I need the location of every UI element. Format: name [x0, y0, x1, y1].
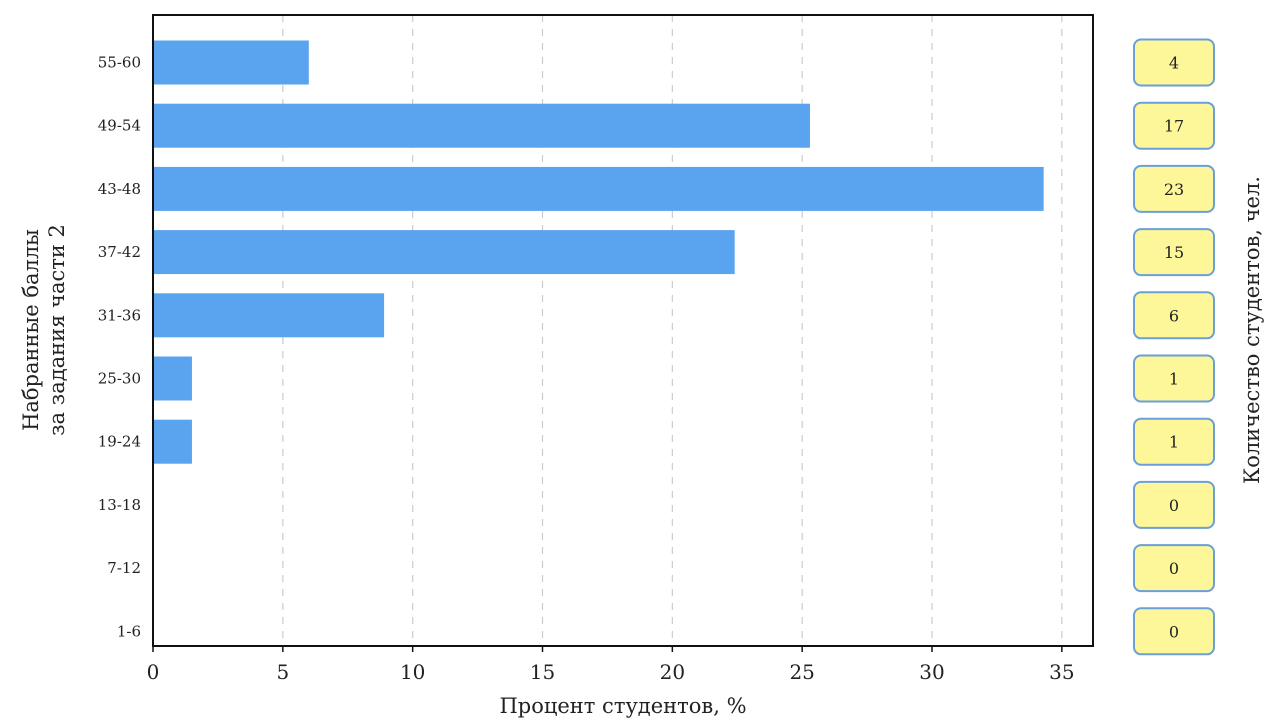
y-tick-label: 7-12	[107, 559, 141, 577]
y-tick-label: 13-18	[98, 496, 141, 514]
count-label: 17	[1164, 117, 1184, 136]
bar	[154, 230, 735, 275]
count-box	[1133, 480, 1215, 529]
x-tick-label: 15	[530, 660, 555, 684]
count-box	[1133, 417, 1215, 466]
y-tick-label: 31-36	[98, 306, 141, 324]
count-label: 6	[1169, 306, 1179, 325]
count-label: 23	[1164, 180, 1184, 199]
y-axis-title-line-2: за задания части 2	[45, 224, 69, 436]
x-tick-label: 30	[919, 660, 944, 684]
bars-layer	[154, 40, 1044, 464]
count-box	[1133, 607, 1215, 656]
bar	[154, 419, 192, 464]
x-tick-label: 35	[1049, 660, 1074, 684]
y-tick-label: 25-30	[98, 370, 141, 388]
count-box	[1133, 164, 1215, 213]
count-box	[1133, 291, 1215, 340]
y-tick-labels: 55-60 49-54 43-48 37-42 31-36 25-30 19-24 13-18…	[98, 54, 141, 641]
count-label: 0	[1169, 496, 1179, 515]
count-label: 0	[1169, 559, 1179, 578]
count-box	[1133, 38, 1215, 87]
count-label: 0	[1169, 622, 1179, 641]
x-tick-label: 5	[276, 660, 289, 684]
plot-frame	[152, 14, 1094, 647]
bar	[154, 103, 810, 148]
bar	[154, 293, 385, 338]
x-tick-labels: 0 5 10 15 20 25 30 35	[147, 646, 1075, 684]
count-label: 1	[1169, 370, 1179, 389]
bar	[154, 166, 1044, 211]
bar	[154, 356, 192, 401]
x-axis-title: Процент студентов, %	[499, 694, 746, 718]
y-tick-label: 55-60	[98, 54, 141, 72]
x-tick-label: 25	[789, 660, 814, 684]
count-box	[1133, 101, 1215, 150]
right-axis-title-text: Количество студентов, чел.	[1240, 176, 1264, 484]
x-tick-label: 10	[400, 660, 425, 684]
right-axis-title: Количество студентов, чел.	[1240, 176, 1264, 484]
y-tick-label: 37-42	[98, 243, 141, 261]
count-box	[1133, 354, 1215, 403]
count-label: 1	[1169, 433, 1179, 452]
count-box	[1133, 228, 1215, 277]
x-tick-label: 20	[660, 660, 685, 684]
y-tick-label: 49-54	[98, 117, 141, 135]
count-label: 4	[1169, 54, 1179, 73]
y-tick-label: 19-24	[98, 433, 141, 451]
count-boxes: 4 17 23 15 6 1 1 0 0 0	[1133, 38, 1215, 656]
count-box	[1133, 544, 1215, 593]
y-axis-title: Набранные баллы за задания части 2	[19, 224, 69, 436]
x-tick-label: 0	[147, 660, 160, 684]
y-axis-title-line-1: Набранные баллы	[19, 229, 43, 431]
bar	[154, 40, 309, 85]
y-tick-label: 43-48	[98, 180, 141, 198]
count-label: 15	[1164, 243, 1184, 262]
y-tick-label: 1-6	[117, 622, 141, 640]
